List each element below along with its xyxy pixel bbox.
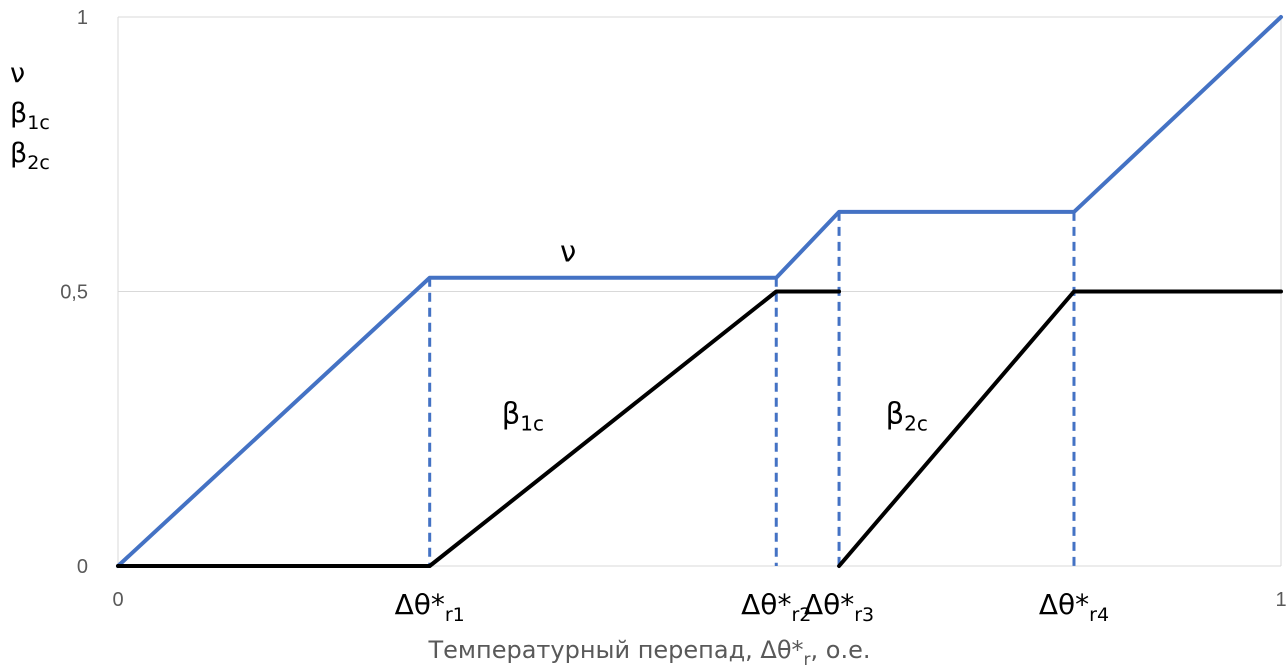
y-tick-label-2: 1 (77, 7, 88, 29)
x-tick-label-0: 0 (112, 589, 123, 611)
curve-label-nu: ν (560, 234, 576, 268)
y-axis-label-line-3: β2c (10, 138, 50, 174)
marker-label-3: Δθ*r3 (804, 588, 874, 626)
series-line-beta1c (116, 289, 842, 568)
y-axis-label-line-1: ν (10, 58, 25, 89)
marker-label-1: Δθ*r1 (395, 588, 465, 626)
y-axis-label-line-2: β1c (10, 98, 50, 134)
curve-label-beta2c: β2c (886, 396, 928, 435)
series-line-nu (116, 15, 1283, 568)
series-line-beta2c (837, 289, 1283, 568)
y-tick-label-1: 0,5 (60, 282, 88, 304)
marker-label-2: Δθ*r2 (741, 588, 811, 626)
marker-label-4: Δθ*r4 (1039, 588, 1109, 626)
curve-label-beta1c: β1c (502, 396, 544, 435)
x-tick-label-1: 1 (1275, 589, 1286, 611)
x-axis-title: Температурный перепад, Δθ*r, о.е. (428, 636, 871, 665)
y-tick-label-0: 0 (77, 556, 88, 578)
